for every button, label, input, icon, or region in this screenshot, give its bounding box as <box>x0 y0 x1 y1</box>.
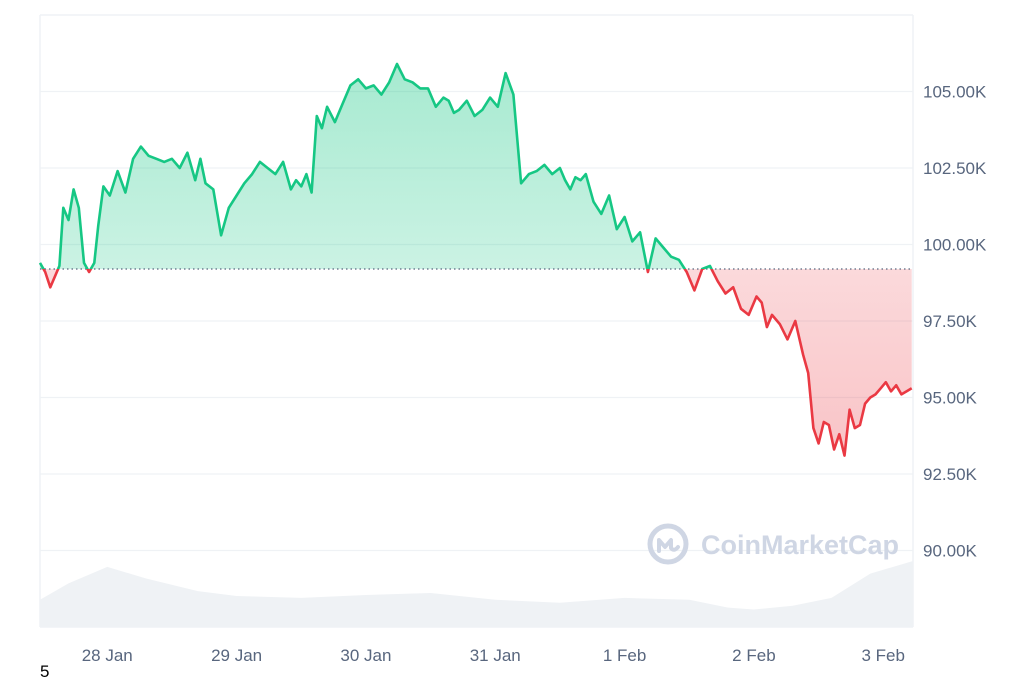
footnote-text: 5 <box>40 662 50 681</box>
x-tick-label: 2 Feb <box>732 646 775 665</box>
price-lines <box>38 62 913 457</box>
volume-area-shape <box>40 561 913 627</box>
area-above-baseline <box>40 64 712 269</box>
area-below-baseline <box>40 268 912 456</box>
watermark: CoinMarketCap <box>647 523 899 565</box>
y-tick-label: 102.50K <box>923 159 987 178</box>
x-tick-label: 29 Jan <box>211 646 262 665</box>
y-tick-label: 97.50K <box>923 312 978 331</box>
volume-area <box>40 561 913 627</box>
price-fills <box>40 64 912 456</box>
y-tick-label: 100.00K <box>923 236 987 255</box>
y-tick-label: 92.50K <box>923 465 978 484</box>
watermark-text: CoinMarketCap <box>701 530 899 560</box>
x-tick-label: 1 Feb <box>603 646 646 665</box>
price-line-up <box>38 62 713 269</box>
y-tick-label: 95.00K <box>923 389 978 408</box>
x-tick-label: 3 Feb <box>862 646 905 665</box>
y-axis-ticks: 105.00K 102.50K 100.00K 97.50K 95.00K 92.50K 9… <box>923 83 987 561</box>
price-line-down <box>41 268 913 457</box>
x-tick-label: 30 Jan <box>340 646 391 665</box>
x-tick-label: 31 Jan <box>470 646 521 665</box>
x-tick-label: 28 Jan <box>82 646 133 665</box>
y-tick-label: 90.00K <box>923 542 978 561</box>
y-tick-label: 105.00K <box>923 83 987 102</box>
x-axis-ticks: 28 Jan 29 Jan 30 Jan 31 Jan 1 Feb 2 Feb 3 Feb <box>82 646 905 665</box>
coinmarketcap-logo-icon <box>647 523 689 565</box>
